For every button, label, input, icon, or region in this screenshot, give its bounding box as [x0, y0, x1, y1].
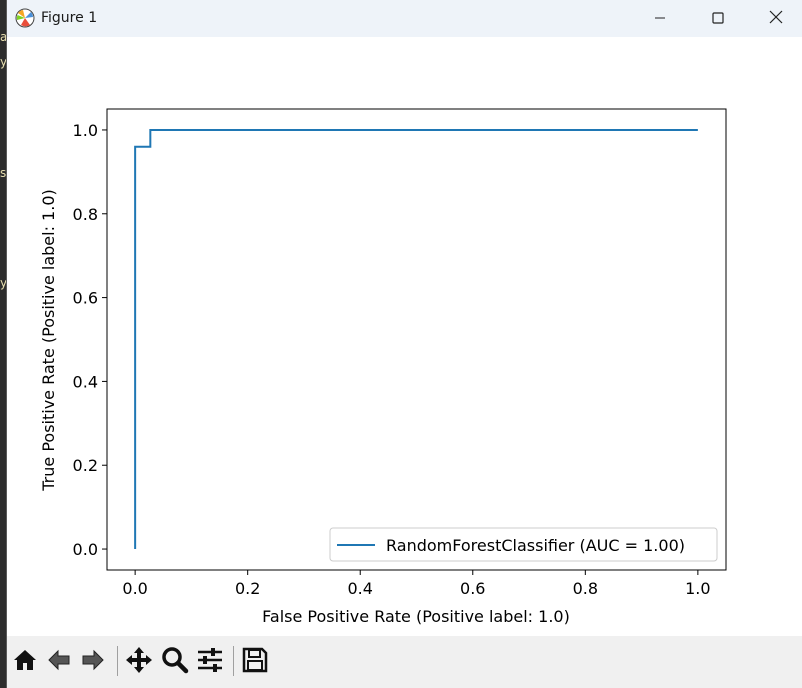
x-tick-label: 0.8	[573, 579, 598, 598]
legend-label: RandomForestClassifier (AUC = 1.00)	[386, 536, 685, 555]
axes-frame	[106, 108, 727, 571]
x-tick-label: 0.0	[122, 579, 147, 598]
sliders-icon	[196, 646, 224, 678]
home-button[interactable]	[9, 646, 41, 678]
configure-subplots-button[interactable]	[194, 646, 226, 678]
y-tick-label: 0.8	[73, 205, 98, 224]
x-tick-label: 1.0	[685, 579, 710, 598]
move-icon	[125, 646, 153, 678]
save-button[interactable]	[239, 646, 271, 678]
y-tick-label: 0.2	[73, 456, 98, 475]
x-tick-label: 0.4	[348, 579, 373, 598]
window-title: Figure 1	[41, 10, 98, 26]
minimize-button[interactable]	[631, 0, 689, 37]
x-tick-label: 0.2	[235, 579, 260, 598]
y-tick-label: 0.4	[73, 372, 98, 391]
back-button[interactable]	[43, 646, 75, 678]
legend-box	[329, 527, 718, 562]
toolbar-separator	[117, 646, 118, 676]
background-app-strip: a y s y	[0, 0, 8, 688]
figure-canvas[interactable]: 0.0 0.2 0.4 0.6 0.8 1.0 0.0 0.2 0.4 0.6 0.8 1.0 Ran…	[7, 37, 802, 636]
background-text: s	[0, 166, 7, 180]
navigation-toolbar	[7, 636, 802, 688]
maximize-button[interactable]	[689, 0, 747, 37]
title-bar[interactable]: Figure 1	[7, 0, 802, 37]
pan-button[interactable]	[123, 646, 155, 678]
background-text: y	[0, 55, 8, 69]
matplotlib-icon	[15, 8, 35, 28]
magnifier-icon	[161, 646, 189, 678]
home-icon	[12, 647, 38, 677]
roc-curve-chart: 0.0 0.2 0.4 0.6 0.8 1.0 0.0 0.2 0.4 0.6 0.8 1.0 Ran…	[39, 108, 727, 626]
x-axis-label: False Positive Rate (Positive label: 1.0…	[262, 607, 570, 626]
background-text: a	[0, 30, 8, 44]
floppy-disk-icon	[242, 647, 268, 677]
y-axis-label: True Positive Rate (Positive label: 1.0)	[39, 189, 58, 491]
close-icon	[769, 9, 783, 28]
y-tick-label: 0.0	[73, 540, 98, 559]
zoom-button[interactable]	[159, 646, 191, 678]
roc-curve-line	[134, 128, 698, 550]
y-tick-label: 1.0	[73, 121, 98, 140]
maximize-icon	[712, 9, 724, 28]
background-text: y	[0, 276, 8, 290]
y-tick-label: 0.6	[73, 289, 98, 308]
minimize-icon	[654, 9, 666, 28]
close-button[interactable]	[747, 0, 802, 37]
back-arrow-icon	[46, 647, 72, 677]
legend: RandomForestClassifier (AUC = 1.00)	[329, 527, 718, 562]
forward-arrow-icon	[80, 647, 106, 677]
figure-window: Figure 1 0.0 0.2 0.4 0.6 0.8 1.0 0.0 0.2 0.4 0.6 0…	[6, 0, 802, 688]
x-tick-label: 0.6	[460, 579, 485, 598]
toolbar-separator	[233, 646, 234, 676]
forward-button[interactable]	[77, 646, 109, 678]
